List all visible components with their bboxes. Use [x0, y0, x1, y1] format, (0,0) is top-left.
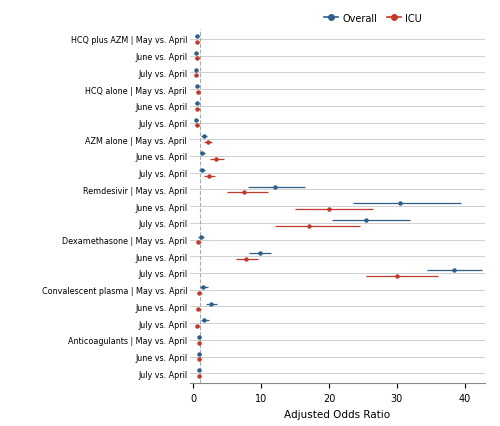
X-axis label: Adjusted Odds Ratio: Adjusted Odds Ratio [284, 409, 391, 419]
Legend: Overall, ICU: Overall, ICU [320, 10, 426, 28]
